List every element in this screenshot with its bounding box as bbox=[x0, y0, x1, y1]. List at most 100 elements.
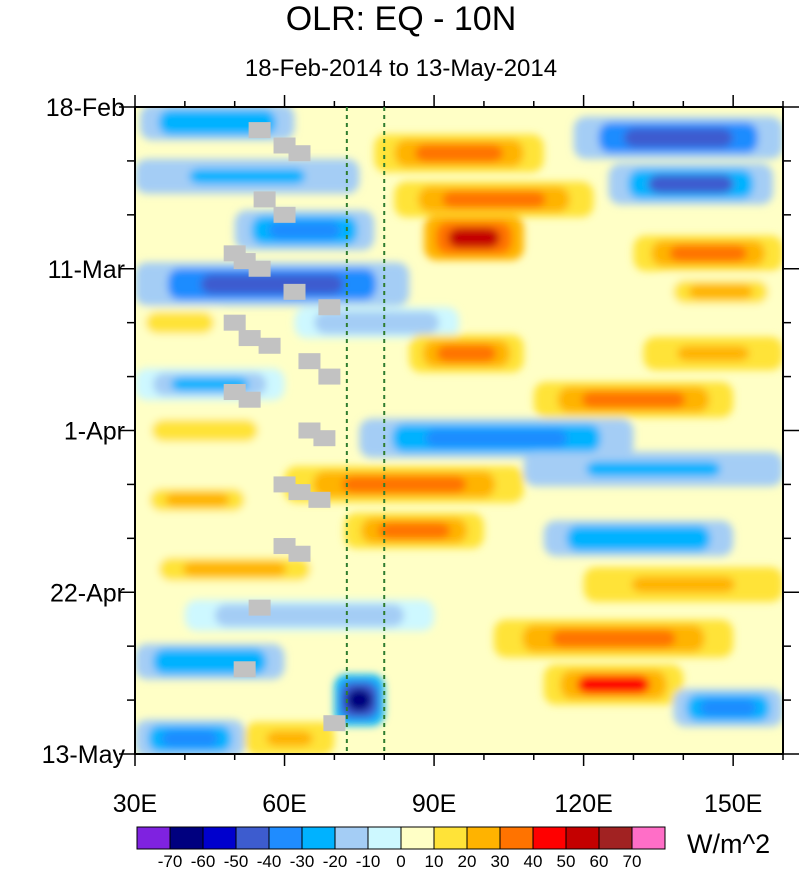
anomaly-band bbox=[589, 530, 688, 547]
colorbar-swatch bbox=[565, 826, 600, 850]
anomaly-band bbox=[436, 344, 497, 362]
missing-data-cell bbox=[238, 330, 261, 347]
colorbar-level-label: 30 bbox=[491, 852, 510, 869]
colorbar-level-label: -20 bbox=[323, 852, 348, 869]
anomaly-band bbox=[170, 653, 249, 670]
missing-data-cell bbox=[248, 599, 271, 616]
colorbar-level-label: -50 bbox=[224, 852, 249, 869]
x-tick-label: 90E bbox=[412, 790, 456, 818]
colorbar-level-label: -70 bbox=[158, 852, 183, 869]
anomaly-bands bbox=[135, 107, 783, 754]
anomaly-band bbox=[346, 688, 373, 712]
colorbar-level-label: -10 bbox=[356, 852, 381, 869]
colorbar-swatch bbox=[334, 826, 369, 850]
anomaly-band bbox=[177, 114, 258, 131]
colorbar-swatch bbox=[202, 826, 237, 850]
colorbar-level-label: 0 bbox=[396, 852, 405, 869]
missing-data-cell bbox=[288, 545, 311, 562]
chart-title: OLR: EQ - 10N bbox=[285, 0, 517, 38]
y-tick-label: 13-May bbox=[42, 741, 126, 769]
plot-area bbox=[135, 107, 783, 754]
y-tick-label: 18-Feb bbox=[46, 94, 125, 122]
anomaly-band bbox=[244, 608, 375, 623]
colorbar-level-label: 10 bbox=[425, 852, 444, 869]
colorbar-swatch bbox=[433, 826, 468, 850]
anomaly-band bbox=[448, 227, 500, 248]
colorbar-level-label: 20 bbox=[458, 852, 477, 869]
y-tick-label: 22-Apr bbox=[50, 579, 125, 607]
x-tick-label: 150E bbox=[704, 790, 762, 818]
colorbar-level-label: 50 bbox=[557, 852, 576, 869]
x-tick-label: 60E bbox=[262, 790, 306, 818]
missing-data-cell bbox=[233, 661, 256, 678]
colorbar: -70 -60 -50 -40 -30 -20 -10 0 10 20 30 40 50 60 70 W/m^… bbox=[136, 826, 770, 869]
colorbar-swatch bbox=[301, 826, 336, 850]
anomaly-band bbox=[164, 492, 230, 507]
colorbar-level-label: -40 bbox=[257, 852, 282, 869]
missing-data-cell bbox=[248, 260, 271, 277]
reference-lines bbox=[345, 107, 386, 754]
colorbar-swatch bbox=[598, 826, 633, 850]
anomaly-band bbox=[200, 274, 344, 294]
colorbar-swatch bbox=[136, 826, 171, 850]
colorbar-swatch bbox=[367, 826, 402, 850]
anomaly-band bbox=[586, 461, 721, 477]
anomaly-band bbox=[623, 128, 733, 148]
x-tick-label: 30E bbox=[113, 790, 157, 818]
anomaly-band bbox=[688, 284, 754, 300]
colorbar-swatch bbox=[268, 826, 303, 850]
y-tick-label: 1-Apr bbox=[64, 418, 125, 446]
y-tick-label: 11-Mar bbox=[48, 256, 125, 284]
anomaly-band bbox=[341, 476, 467, 493]
anomaly-band bbox=[648, 174, 734, 194]
anomaly-band bbox=[425, 429, 568, 447]
colorbar-level-label: 40 bbox=[524, 852, 543, 869]
anomaly-band bbox=[182, 561, 287, 577]
anomaly-band bbox=[333, 315, 420, 330]
colorbar-swatch bbox=[631, 826, 666, 850]
x-tick-label: 120E bbox=[554, 790, 612, 818]
missing-data-cell bbox=[318, 299, 341, 316]
anomaly-band bbox=[577, 675, 650, 694]
colorbar-level-label: -60 bbox=[191, 852, 216, 869]
chart-subtitle: 18-Feb-2014 to 13-May-2014 bbox=[244, 55, 558, 82]
missing-data-cell bbox=[258, 337, 281, 354]
anomaly-band bbox=[161, 730, 219, 748]
missing-data-cell bbox=[273, 206, 296, 223]
colorbar-level-label: 70 bbox=[623, 852, 642, 869]
colorbar-units: W/m^2 bbox=[687, 829, 770, 859]
missing-data-cell bbox=[318, 368, 341, 385]
anomaly-band bbox=[156, 315, 204, 330]
colorbar-swatch bbox=[466, 826, 501, 850]
missing-data-cell bbox=[253, 191, 276, 208]
anomaly-band bbox=[442, 191, 546, 208]
colorbar-level-label: -30 bbox=[290, 852, 315, 869]
anomaly-band bbox=[188, 168, 306, 185]
colorbar-swatch bbox=[235, 826, 270, 850]
colorbar-level-label: 60 bbox=[590, 852, 609, 869]
anomaly-band bbox=[168, 423, 242, 438]
missing-data-cell bbox=[313, 430, 336, 447]
anomaly-band bbox=[551, 629, 676, 647]
anomaly-band bbox=[699, 699, 757, 717]
anomaly-band bbox=[268, 221, 341, 240]
axes: 30E 60E 90E 120E 150E 18-Feb 11-Mar 1-Apr 22-Apr… bbox=[42, 94, 799, 818]
missing-data-cell bbox=[288, 145, 311, 162]
colorbar-swatch bbox=[532, 826, 567, 850]
missing-data-cell bbox=[298, 353, 321, 370]
anomaly-band bbox=[377, 522, 451, 539]
anomaly-band bbox=[414, 144, 504, 162]
anomaly-band bbox=[266, 731, 313, 747]
missing-data-cell bbox=[238, 391, 261, 408]
anomaly-band bbox=[581, 391, 686, 408]
missing-data-cell bbox=[323, 715, 346, 732]
missing-data-cell bbox=[283, 283, 306, 300]
missing-data-cell bbox=[308, 491, 331, 508]
anomaly-band bbox=[669, 245, 748, 262]
colorbar-swatch bbox=[499, 826, 534, 850]
missing-data-cell bbox=[223, 314, 246, 331]
missing-data bbox=[223, 122, 346, 732]
missing-data-cell bbox=[288, 484, 311, 501]
missing-data-cell bbox=[248, 122, 271, 139]
